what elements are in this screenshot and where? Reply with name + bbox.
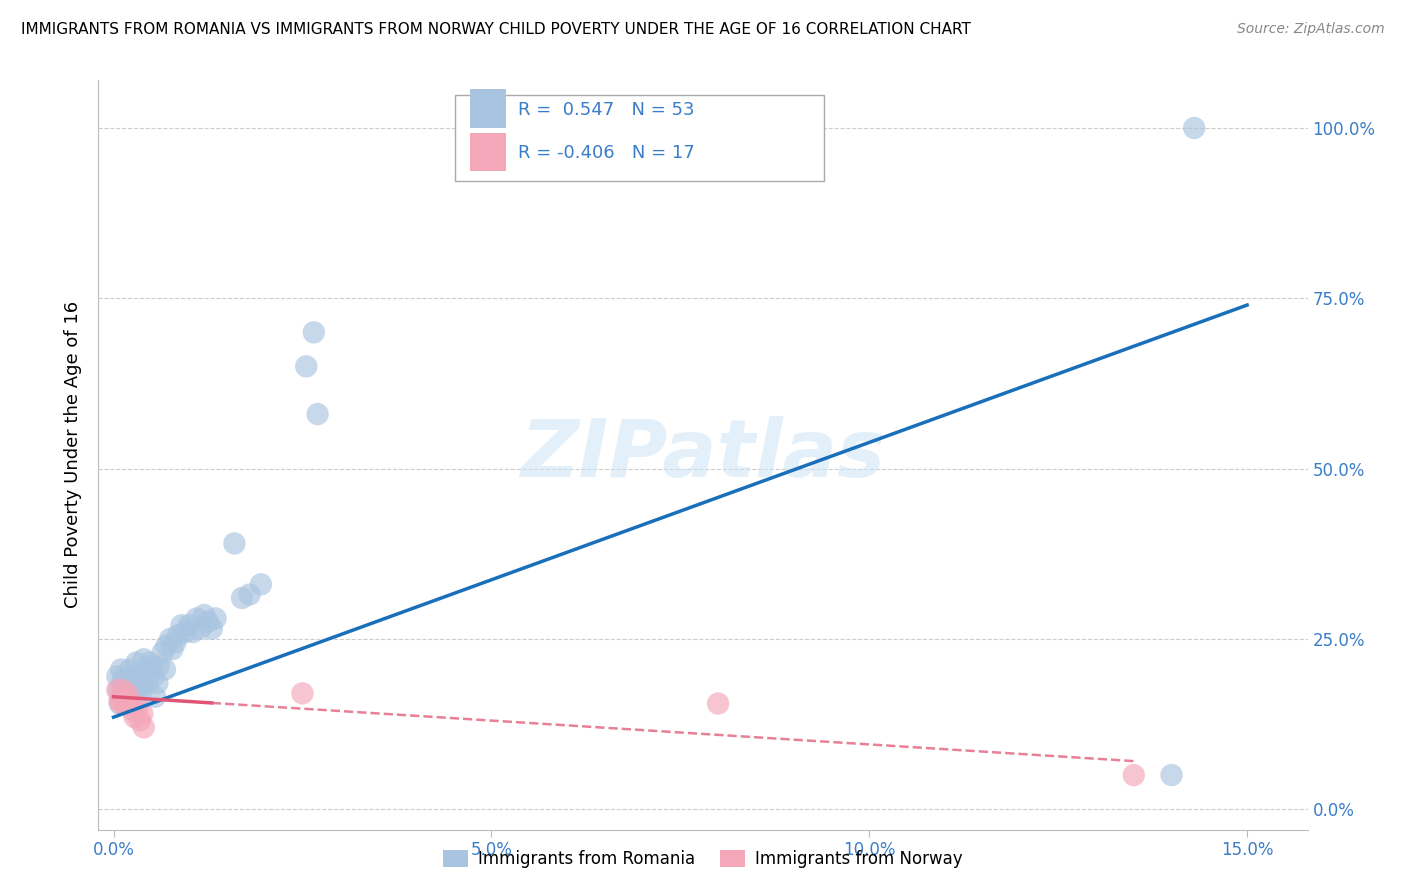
- Point: [159, 632, 181, 646]
- Point: [1122, 768, 1144, 782]
- Point: [114, 697, 136, 711]
- Point: [127, 700, 149, 714]
- Point: [112, 690, 135, 704]
- Y-axis label: Child Poverty Under the Age of 16: Child Poverty Under the Age of 16: [65, 301, 83, 608]
- Point: [118, 682, 141, 697]
- Point: [204, 611, 226, 625]
- Point: [121, 669, 143, 683]
- FancyBboxPatch shape: [470, 133, 506, 171]
- Point: [1160, 768, 1182, 782]
- Point: [132, 720, 155, 734]
- Point: [170, 618, 193, 632]
- Point: [115, 686, 138, 700]
- Point: [111, 673, 134, 687]
- Point: [201, 622, 224, 636]
- Text: IMMIGRANTS FROM ROMANIA VS IMMIGRANTS FROM NORWAY CHILD POVERTY UNDER THE AGE OF: IMMIGRANTS FROM ROMANIA VS IMMIGRANTS FR…: [21, 22, 972, 37]
- Text: R =  0.547   N = 53: R = 0.547 N = 53: [517, 101, 695, 119]
- Point: [111, 682, 134, 697]
- Point: [132, 652, 155, 666]
- Point: [153, 663, 176, 677]
- Point: [131, 706, 153, 721]
- Point: [108, 697, 131, 711]
- Point: [162, 642, 184, 657]
- Point: [134, 665, 156, 680]
- Text: ZIPatlas: ZIPatlas: [520, 416, 886, 494]
- Point: [143, 690, 166, 704]
- Point: [139, 656, 162, 670]
- Point: [124, 693, 146, 707]
- Point: [707, 697, 730, 711]
- Point: [118, 697, 141, 711]
- Point: [190, 622, 212, 636]
- Point: [125, 656, 148, 670]
- Point: [181, 625, 204, 640]
- Point: [124, 710, 146, 724]
- Point: [224, 536, 246, 550]
- Legend: Immigrants from Romania, Immigrants from Norway: Immigrants from Romania, Immigrants from…: [436, 843, 970, 875]
- Text: Source: ZipAtlas.com: Source: ZipAtlas.com: [1237, 22, 1385, 37]
- Point: [115, 682, 138, 697]
- Point: [129, 714, 152, 728]
- Point: [302, 326, 325, 340]
- Point: [146, 676, 169, 690]
- FancyBboxPatch shape: [456, 95, 824, 181]
- Text: R = -0.406   N = 17: R = -0.406 N = 17: [517, 144, 695, 161]
- Point: [110, 663, 132, 677]
- Point: [231, 591, 253, 605]
- Point: [1182, 120, 1205, 135]
- Point: [127, 680, 149, 694]
- Point: [136, 676, 159, 690]
- Point: [291, 686, 314, 700]
- Point: [186, 611, 208, 625]
- FancyBboxPatch shape: [470, 89, 506, 128]
- Point: [295, 359, 318, 374]
- Point: [105, 669, 128, 683]
- Point: [148, 659, 170, 673]
- Point: [239, 588, 262, 602]
- Point: [152, 645, 174, 659]
- Point: [122, 686, 145, 700]
- Point: [108, 682, 131, 697]
- Point: [108, 693, 131, 707]
- Point: [110, 697, 132, 711]
- Point: [166, 628, 188, 642]
- Point: [250, 577, 273, 591]
- Point: [142, 669, 165, 683]
- Point: [115, 693, 138, 707]
- Point: [114, 676, 136, 690]
- Point: [307, 407, 329, 421]
- Point: [165, 635, 187, 649]
- Point: [174, 625, 197, 640]
- Point: [129, 669, 152, 683]
- Point: [120, 693, 142, 707]
- Point: [193, 607, 215, 622]
- Point: [197, 615, 219, 629]
- Point: [120, 663, 142, 677]
- Point: [141, 659, 163, 673]
- Point: [179, 618, 201, 632]
- Point: [121, 703, 143, 717]
- Point: [131, 682, 153, 697]
- Point: [155, 639, 177, 653]
- Point: [105, 682, 128, 697]
